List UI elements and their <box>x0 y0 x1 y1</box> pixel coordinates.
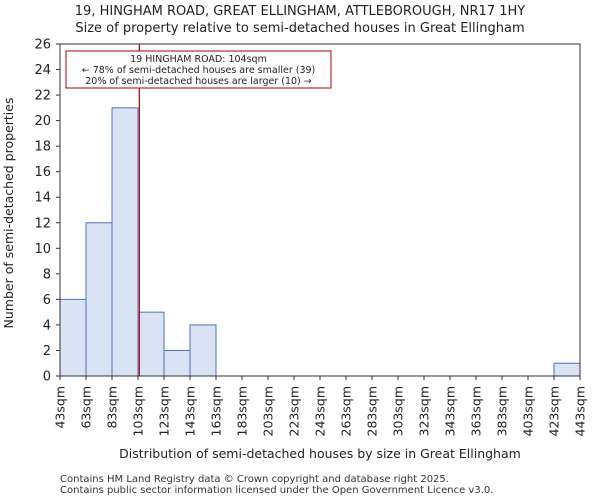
x-tick-label: 143sqm <box>183 386 198 436</box>
annotation-box <box>65 50 332 89</box>
chart-subtitle: Size of property relative to semi-detach… <box>75 21 525 36</box>
histogram-bar <box>189 324 217 377</box>
x-tick-label: 163sqm <box>209 386 224 436</box>
x-tick-label: 183sqm <box>235 386 250 436</box>
chart-title: 19, HINGHAM ROAD, GREAT ELLINGHAM, ATTLE… <box>74 4 526 19</box>
x-tick-label: 83sqm <box>105 386 120 429</box>
histogram-bar <box>137 311 165 377</box>
annotation-line-3: 20% of semi-detached houses are larger (… <box>85 76 312 87</box>
x-tick-label: 403sqm <box>521 386 536 436</box>
x-tick-label: 103sqm <box>131 386 146 436</box>
x-tick-label: 223sqm <box>287 386 302 436</box>
y-tick-label: 0 <box>43 370 51 385</box>
y-tick-label: 18 <box>34 140 51 155</box>
y-tick-label: 22 <box>34 89 51 104</box>
footer-licence-line: Contains public sector information licen… <box>60 485 494 496</box>
histogram-bar <box>59 298 87 377</box>
x-tick-label: 123sqm <box>157 386 172 436</box>
x-tick-label: 363sqm <box>469 386 484 436</box>
annotation-line-2: ← 78% of semi-detached houses are smalle… <box>82 65 316 76</box>
y-tick-label: 12 <box>34 216 51 231</box>
x-tick-label: 243sqm <box>313 386 328 436</box>
y-axis-label: Number of semi-detached properties <box>1 98 16 329</box>
y-tick-label: 10 <box>34 242 51 257</box>
histogram-bar <box>553 362 581 377</box>
histogram-bar <box>163 349 191 377</box>
x-axis-label: Distribution of semi-detached houses by … <box>119 446 521 461</box>
x-tick-label: 423sqm <box>547 386 562 436</box>
y-tick-label: 8 <box>43 267 51 282</box>
y-tick-label: 14 <box>34 191 51 206</box>
x-tick-label: 203sqm <box>261 386 276 436</box>
x-tick-label: 303sqm <box>391 386 406 436</box>
y-tick-label: 4 <box>43 318 51 333</box>
x-tick-label: 43sqm <box>53 386 68 429</box>
x-tick-label: 283sqm <box>365 386 380 436</box>
plot-area-frame <box>59 43 581 377</box>
footer-copyright-line: Contains HM Land Registry data © Crown c… <box>60 474 449 485</box>
x-tick-label: 323sqm <box>417 386 432 436</box>
histogram-bar <box>85 222 113 377</box>
annotation-line-1: 19 HINGHAM ROAD: 104sqm <box>130 54 267 65</box>
y-tick-label: 2 <box>43 344 51 359</box>
y-tick-label: 20 <box>34 114 51 129</box>
histogram-bar <box>111 107 139 377</box>
y-tick-label: 6 <box>43 293 51 308</box>
x-tick-label: 343sqm <box>443 386 458 436</box>
x-tick-label: 63sqm <box>79 386 94 429</box>
y-tick-label: 24 <box>34 63 51 78</box>
y-tick-label: 16 <box>34 165 51 180</box>
y-tick-label: 26 <box>34 38 51 53</box>
x-tick-label: 383sqm <box>495 386 510 436</box>
x-tick-label: 443sqm <box>573 386 588 436</box>
x-tick-label: 263sqm <box>339 386 354 436</box>
